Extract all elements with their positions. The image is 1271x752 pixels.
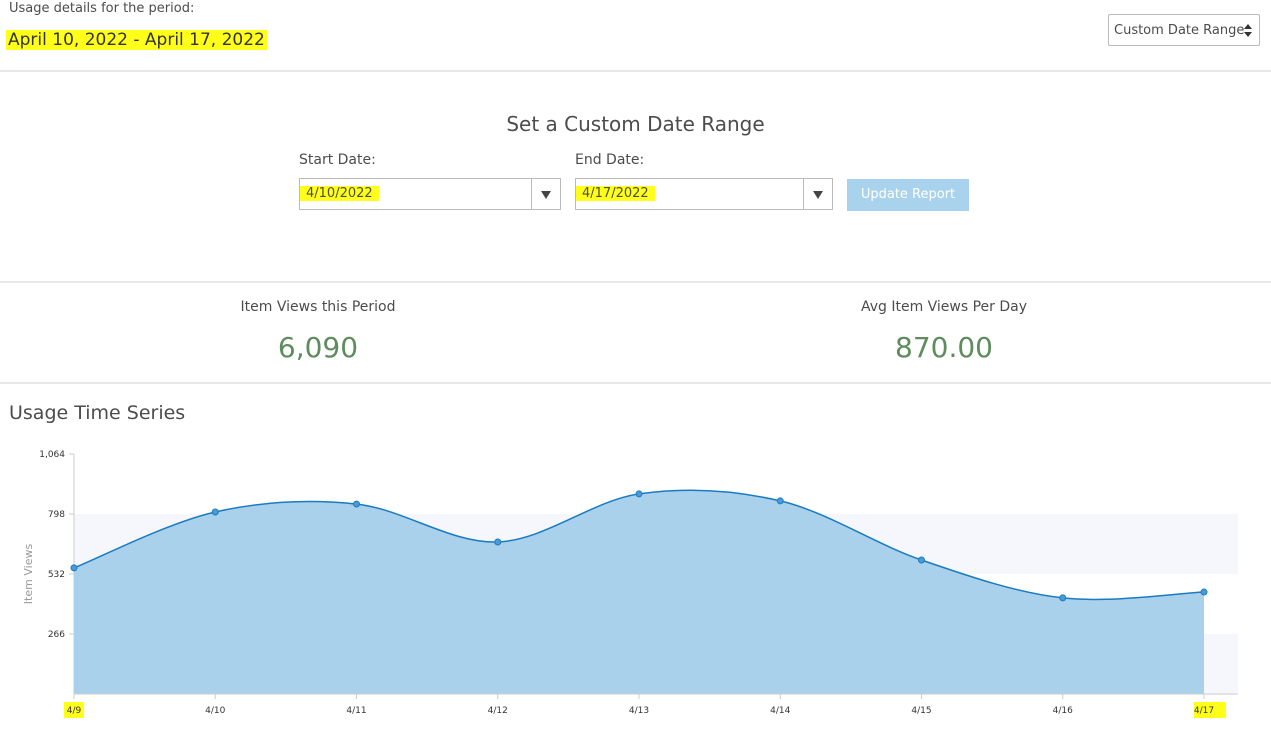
separator — [0, 281, 1271, 283]
point — [1059, 594, 1067, 602]
range-select[interactable]: Custom Date Range — [1108, 14, 1260, 46]
chart: Item Views 266 532 798 1,064 4/9 4/10 4/11 4/12… — [22, 450, 1238, 718]
stat-label: Avg Item Views Per Day — [860, 299, 1028, 315]
select-arrow-up — [1244, 24, 1252, 29]
point — [353, 500, 360, 508]
stat-value: 870.00 — [895, 331, 993, 364]
y-axis-label: Item Views — [22, 544, 35, 605]
update-report-button[interactable]: Update Report — [847, 179, 969, 211]
end-label: End Date: — [575, 152, 645, 168]
separator — [0, 382, 1271, 384]
y-tick-label: 266 — [48, 630, 65, 640]
point — [211, 508, 219, 516]
highlight — [64, 702, 84, 718]
start-date-input[interactable]: 4/10/2022 — [299, 178, 561, 210]
y-tick-label: 1,064 — [39, 450, 65, 460]
point — [1200, 588, 1208, 596]
range-select-text: Custom Date Range — [1114, 23, 1245, 38]
x-tick-label: 4/14 — [770, 706, 790, 716]
x-tick-label: 4/15 — [911, 706, 931, 716]
y-tick-label: 798 — [48, 510, 65, 520]
chart-title: Usage Time Series — [9, 402, 186, 424]
period-text: April 10, 2022 - April 17, 2022 — [6, 30, 267, 50]
end-date-input[interactable]: 4/17/2022 — [575, 178, 833, 210]
point — [776, 497, 784, 505]
end-date-value: 4/17/2022 — [576, 186, 655, 201]
y-tick-label: 532 — [48, 570, 65, 580]
area — [74, 490, 1204, 694]
x-tick-label: 4/10 — [205, 706, 225, 716]
x-tick-label: 4/12 — [488, 706, 508, 716]
start-date-dropdown[interactable] — [531, 179, 560, 209]
start-date-value: 4/10/2022 — [300, 186, 379, 201]
x-tick-label: 4/9 — [67, 706, 82, 716]
separator — [0, 70, 1271, 72]
select-arrow-down — [1244, 32, 1252, 37]
x-tick-label: 4/13 — [629, 706, 649, 716]
point — [918, 556, 925, 564]
point — [635, 490, 643, 498]
x-tick-label: 4/16 — [1053, 706, 1073, 716]
start-label: Start Date: — [299, 152, 376, 168]
x-tick-label: 4/17 — [1194, 706, 1214, 716]
stat-value: 6,090 — [277, 331, 359, 364]
period-label: Usage details for the period: — [9, 1, 195, 16]
x-tick-label: 4/11 — [346, 706, 366, 716]
point — [70, 564, 78, 572]
highlight — [1194, 702, 1226, 718]
custom-range-title: Set a Custom Date Range — [506, 112, 765, 136]
end-date-dropdown[interactable] — [803, 179, 832, 209]
point — [494, 538, 502, 546]
stat-label: Item Views this Period — [240, 299, 396, 315]
